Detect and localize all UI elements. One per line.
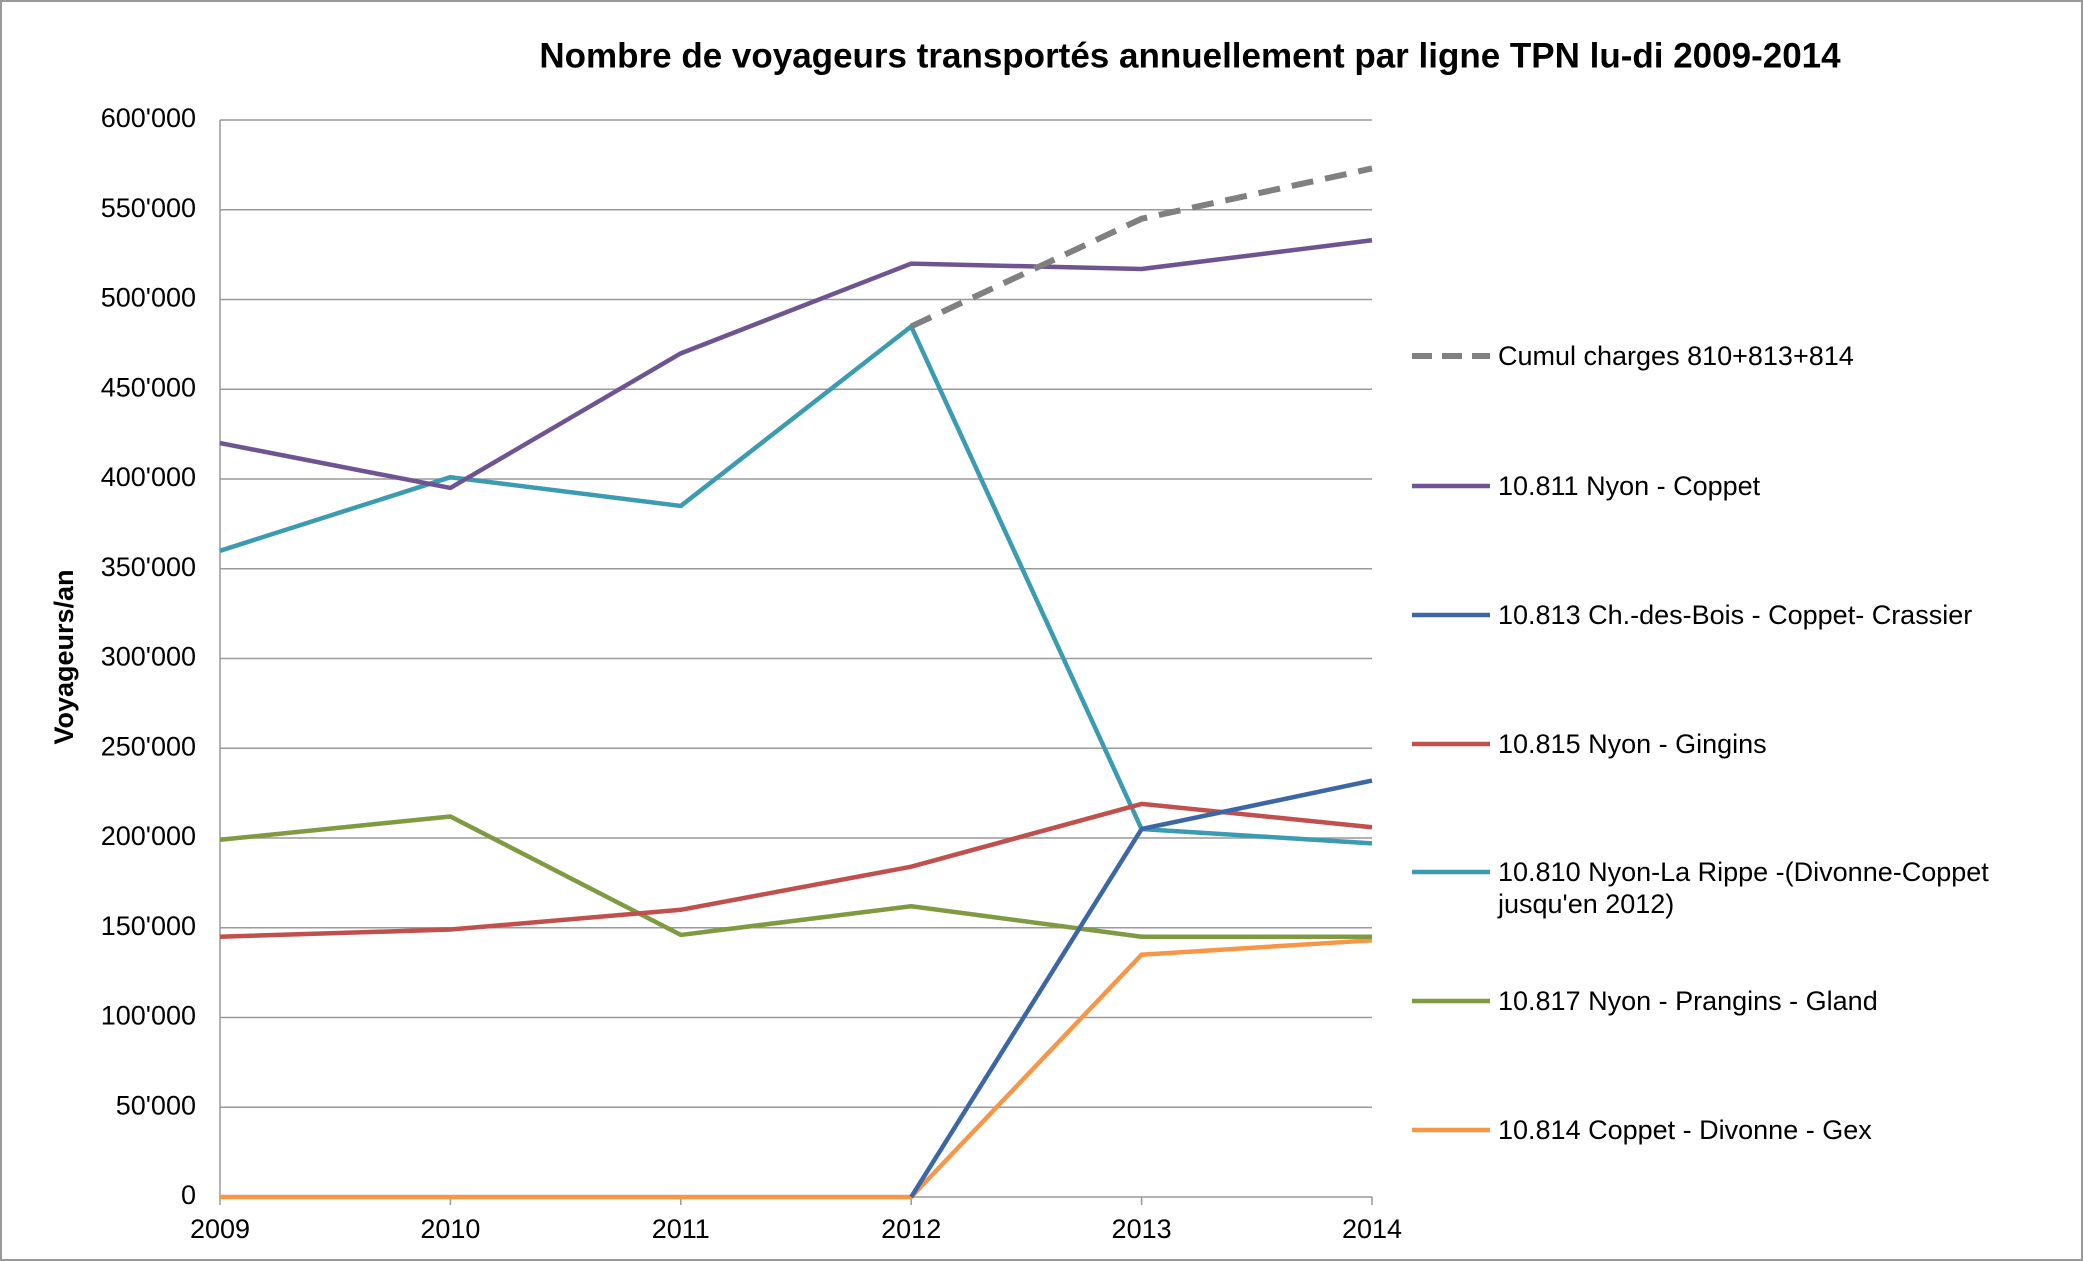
y-tick-label: 300'000 bbox=[101, 642, 196, 672]
legend-label: 10.811 Nyon - Coppet bbox=[1498, 471, 1761, 501]
y-tick-label: 450'000 bbox=[101, 372, 196, 402]
series-line bbox=[219, 238, 1373, 491]
y-tick-label: 0 bbox=[181, 1180, 196, 1210]
y-tick-label: 50'000 bbox=[116, 1090, 196, 1120]
y-tick-label: 400'000 bbox=[101, 462, 196, 492]
y-axis-label: Voyageurs/an bbox=[49, 569, 79, 744]
series-line bbox=[220, 938, 1373, 1200]
series-line bbox=[909, 778, 1373, 1199]
x-tick-label: 2009 bbox=[190, 1214, 250, 1244]
x-tick-label: 2010 bbox=[420, 1214, 480, 1244]
legend-label: 10.810 Nyon-La Rippe -(Divonne-Coppet ju… bbox=[1498, 857, 1989, 919]
legend-label: 10.813 Ch.-des-Bois - Coppet- Crassier bbox=[1498, 600, 1973, 630]
y-tick-label: 150'000 bbox=[101, 911, 196, 941]
y-tick-label: 550'000 bbox=[101, 193, 196, 223]
series-line bbox=[219, 801, 1373, 939]
y-tick-label: 600'000 bbox=[101, 103, 196, 133]
y-tick-label: 100'000 bbox=[101, 1001, 196, 1031]
x-tick-label: 2011 bbox=[652, 1214, 710, 1244]
series-line bbox=[219, 814, 1372, 939]
legend-label: 10.815 Nyon - Gingins bbox=[1498, 729, 1767, 759]
legend-label: 10.814 Coppet - Divonne - Gex bbox=[1498, 1115, 1872, 1145]
y-tick-label: 500'000 bbox=[101, 283, 196, 313]
legend-label: Cumul charges 810+813+814 bbox=[1498, 341, 1854, 371]
legend-label: 10.817 Nyon - Prangins - Gland bbox=[1498, 986, 1878, 1016]
y-tick-label: 200'000 bbox=[101, 821, 196, 851]
x-tick-label: 2013 bbox=[1112, 1214, 1172, 1244]
x-tick-label: 2014 bbox=[1342, 1214, 1402, 1244]
series-line bbox=[909, 165, 1373, 330]
y-tick-label: 350'000 bbox=[101, 552, 196, 582]
series-line bbox=[219, 324, 1373, 846]
x-tick-label: 2012 bbox=[881, 1214, 941, 1244]
chart-title: Nombre de voyageurs transportés annuelle… bbox=[539, 36, 1841, 75]
y-tick-label: 250'000 bbox=[101, 731, 196, 761]
